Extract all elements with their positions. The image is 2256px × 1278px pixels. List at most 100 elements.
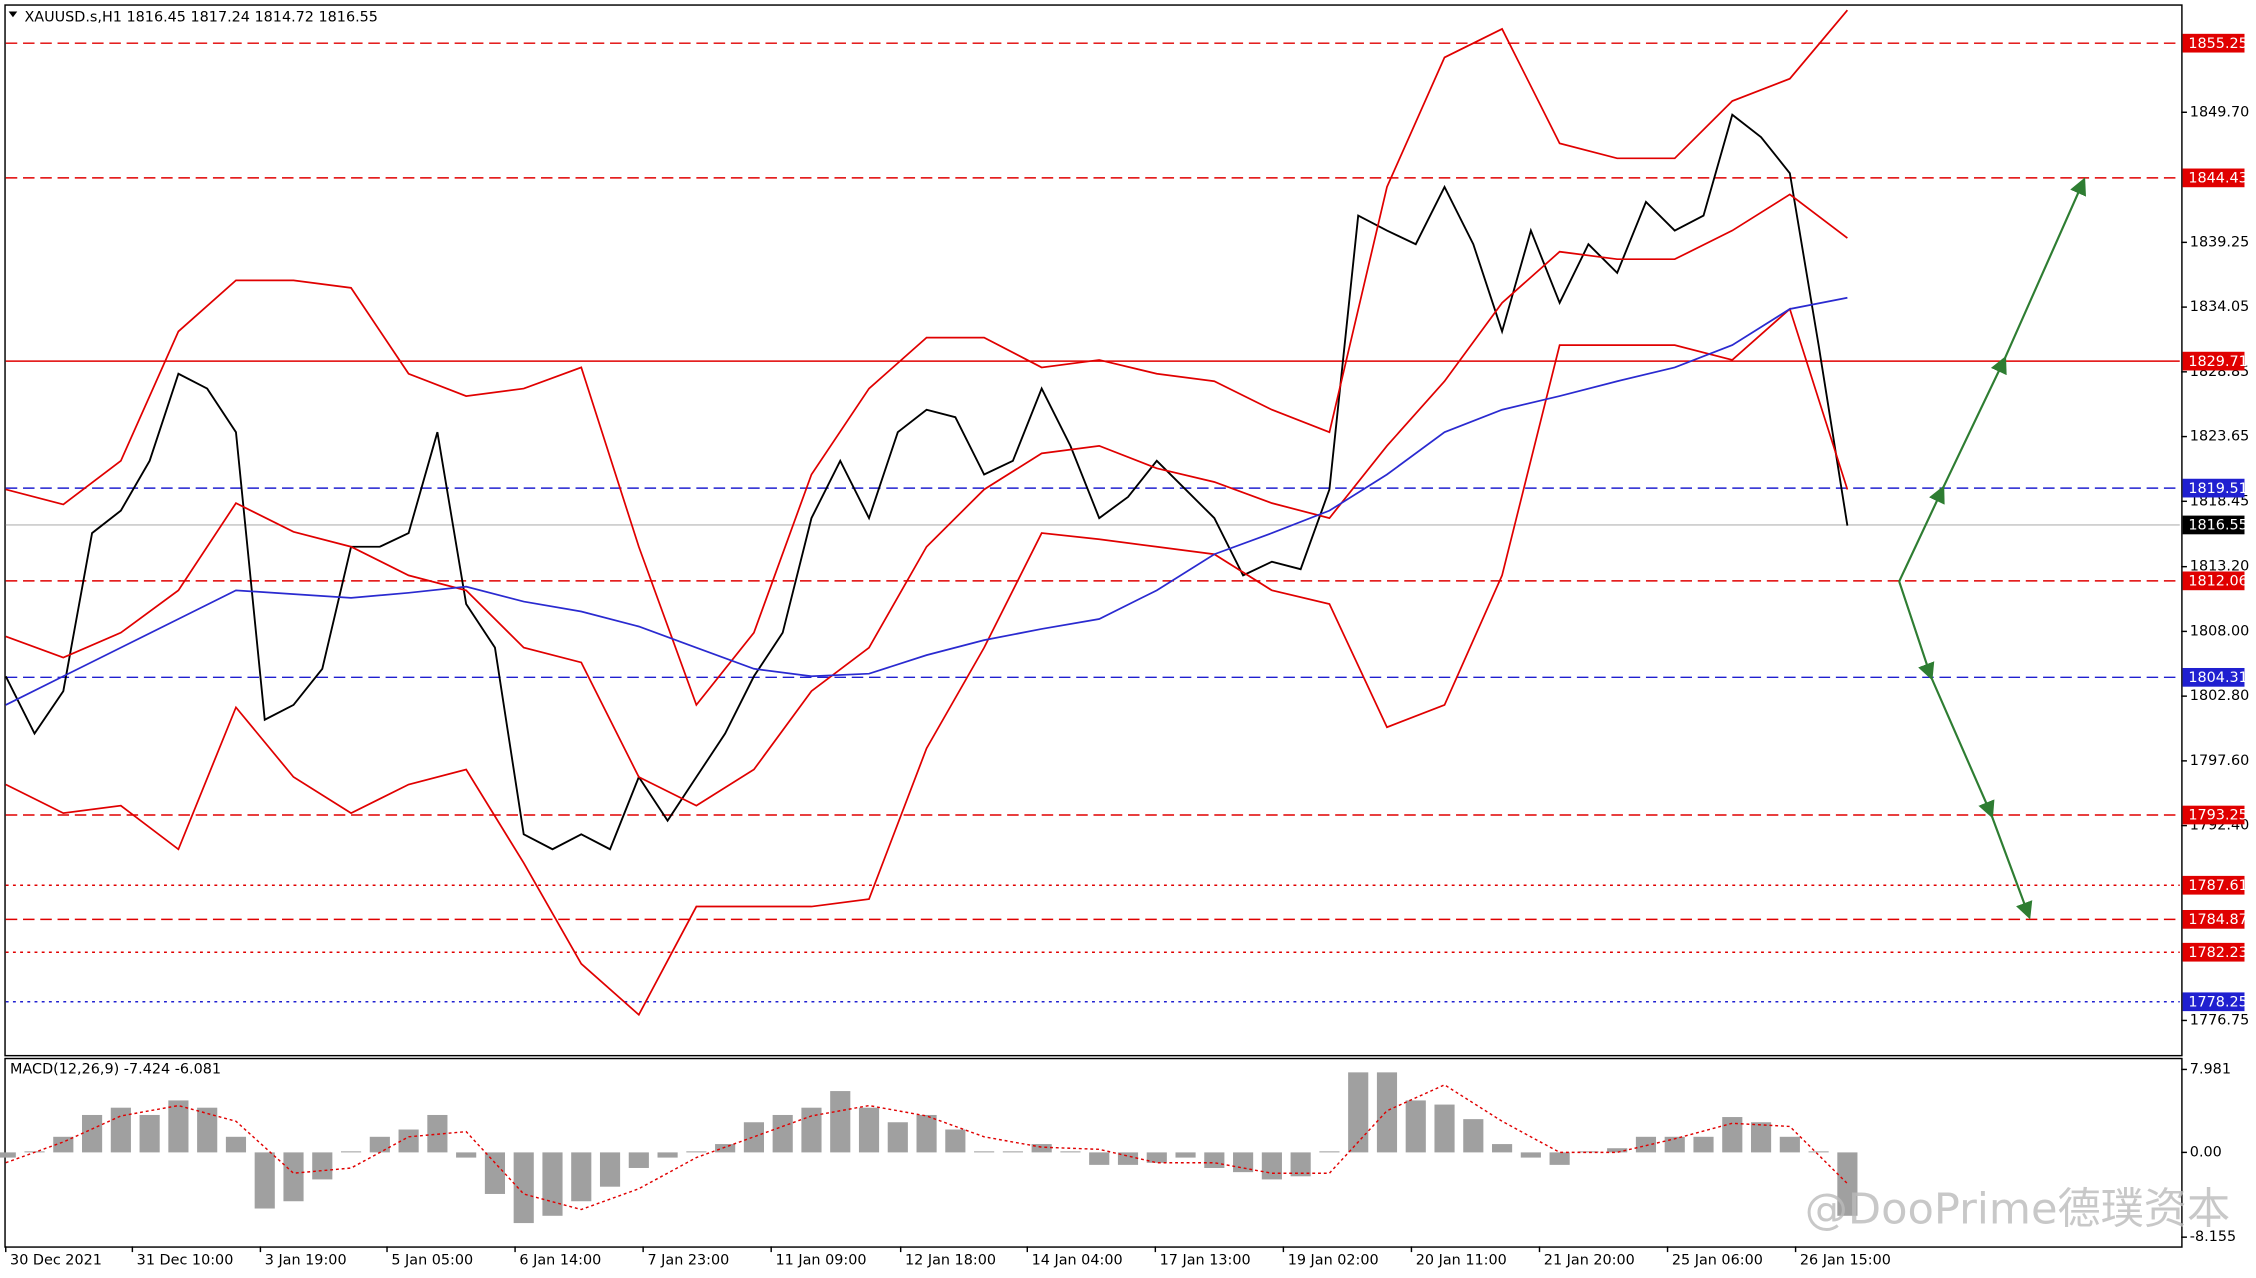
level-label-bg xyxy=(2182,667,2245,687)
level-label-bg xyxy=(2182,942,2245,962)
histogram-bar xyxy=(369,1136,390,1153)
level-label: 1784.87 xyxy=(2188,912,2247,928)
projection-up xyxy=(1898,177,2086,582)
level-label: 1778.25 xyxy=(2188,994,2247,1010)
histogram-bar xyxy=(312,1152,333,1180)
level-label: 1819.51 xyxy=(2188,481,2247,497)
histogram-bar xyxy=(1002,1151,1023,1153)
histogram-bar xyxy=(599,1152,621,1187)
x-tick-label: 31 Dec 10:00 xyxy=(137,1253,234,1269)
histogram-bar xyxy=(1492,1144,1513,1153)
histogram-bar xyxy=(139,1114,160,1153)
histogram-bar xyxy=(657,1152,678,1158)
histogram-bar xyxy=(0,1152,16,1158)
line-series xyxy=(5,307,1849,1017)
histogram-bar xyxy=(1549,1152,1570,1165)
macd-title: MACD(12,26,9) -7.424 -6.081 xyxy=(10,1061,221,1077)
level-label-bg xyxy=(2182,909,2245,929)
histogram-bar xyxy=(1693,1136,1714,1153)
histogram-bar xyxy=(340,1151,362,1153)
level-label-bg xyxy=(2182,805,2245,825)
histogram-bar xyxy=(1060,1151,1081,1153)
y-tick-label: 1808.00 xyxy=(2190,623,2249,639)
histogram-bar xyxy=(628,1152,649,1168)
level-label-bg xyxy=(2182,33,2245,53)
histogram-bar xyxy=(254,1152,275,1209)
level-label: 1793.25 xyxy=(2188,808,2247,824)
y-tick-label: 1823.65 xyxy=(2190,429,2249,445)
y-tick-label: 1813.20 xyxy=(2190,559,2249,575)
x-tick-label: 30 Dec 2021 xyxy=(10,1253,102,1269)
x-tick-label: 26 Jan 15:00 xyxy=(1800,1253,1891,1269)
histogram-bar xyxy=(858,1107,880,1153)
histogram-bar xyxy=(110,1107,131,1153)
x-tick-label: 25 Jan 06:00 xyxy=(1672,1253,1763,1269)
chart-title: XAUUSD.s,H1 1816.45 1817.24 1814.72 1816… xyxy=(24,9,378,25)
histogram-bar xyxy=(1722,1117,1743,1153)
histogram-bar xyxy=(1348,1072,1369,1153)
x-tick-label: 3 Jan 19:00 xyxy=(265,1253,347,1269)
histogram-bar xyxy=(82,1114,103,1153)
level-label: 1812.06 xyxy=(2188,574,2247,590)
y-tick-label: 1776.75 xyxy=(2190,1012,2249,1028)
histogram-bar xyxy=(571,1152,592,1202)
histogram-bar xyxy=(1520,1152,1541,1158)
histogram-bar xyxy=(542,1152,563,1216)
x-tick-label: 14 Jan 04:00 xyxy=(1032,1253,1123,1269)
histogram-bar xyxy=(1779,1136,1800,1153)
histogram-bar xyxy=(830,1091,851,1153)
x-tick-label: 17 Jan 13:00 xyxy=(1160,1253,1251,1269)
line-series xyxy=(5,9,1849,707)
level-label-bg xyxy=(2182,571,2245,591)
histogram-bar xyxy=(715,1144,736,1153)
y-tick-label: 1849.70 xyxy=(2190,104,2249,120)
histogram-bar xyxy=(1319,1151,1340,1153)
histogram-bar xyxy=(916,1114,937,1153)
y-tick-label: 0.00 xyxy=(2190,1144,2222,1160)
x-tick-label: 12 Jan 18:00 xyxy=(905,1253,996,1269)
histogram-bar xyxy=(1089,1152,1110,1165)
price-pane xyxy=(4,4,2183,1057)
level-label-bg xyxy=(2182,351,2245,371)
y-tick-label: 1839.25 xyxy=(2190,234,2249,250)
x-tick-label: 11 Jan 09:00 xyxy=(776,1253,867,1269)
histogram-bar xyxy=(1175,1152,1196,1158)
histogram-bar xyxy=(1837,1152,1858,1216)
y-tick-label: 7.981 xyxy=(2190,1061,2231,1077)
histogram-bar xyxy=(53,1136,74,1153)
x-tick-label: 7 Jan 23:00 xyxy=(647,1253,729,1269)
histogram-bar xyxy=(197,1107,218,1153)
plot-layer: 1849.701839.251834.051828.851823.651818.… xyxy=(0,9,2249,1269)
level-label: 1804.31 xyxy=(2188,670,2247,686)
histogram-bar xyxy=(1204,1152,1225,1168)
y-tick-label: 1802.80 xyxy=(2190,688,2249,704)
line-series xyxy=(5,193,1848,807)
histogram-bar xyxy=(1463,1119,1484,1153)
line-series xyxy=(4,113,1849,851)
level-label: 1844.43 xyxy=(2188,171,2247,187)
histogram-bar xyxy=(1405,1100,1426,1153)
histogram-bar xyxy=(1635,1136,1657,1153)
histogram-bar xyxy=(801,1107,822,1153)
histogram-bar xyxy=(283,1152,304,1202)
y-tick-label: 1797.60 xyxy=(2190,753,2249,769)
histogram-bar xyxy=(225,1136,247,1153)
level-label: 1787.61 xyxy=(2188,878,2247,894)
current-price-bg xyxy=(2182,515,2245,535)
level-label-bg xyxy=(2182,478,2245,498)
level-label: 1855.25 xyxy=(2188,36,2247,52)
projection-down xyxy=(1898,581,2033,920)
y-tick-label: -8.155 xyxy=(2190,1229,2236,1245)
level-label-bg xyxy=(2182,992,2245,1012)
histogram-bar xyxy=(1290,1152,1311,1177)
line-series xyxy=(5,296,1848,706)
menu-triangle xyxy=(8,11,18,18)
histogram-bar xyxy=(974,1151,995,1153)
x-tick-label: 5 Jan 05:00 xyxy=(391,1253,473,1269)
histogram-bar xyxy=(945,1129,966,1153)
histogram-bar xyxy=(1146,1152,1167,1163)
y-tick-label: 1834.05 xyxy=(2190,299,2249,315)
histogram-bar xyxy=(1117,1152,1139,1165)
